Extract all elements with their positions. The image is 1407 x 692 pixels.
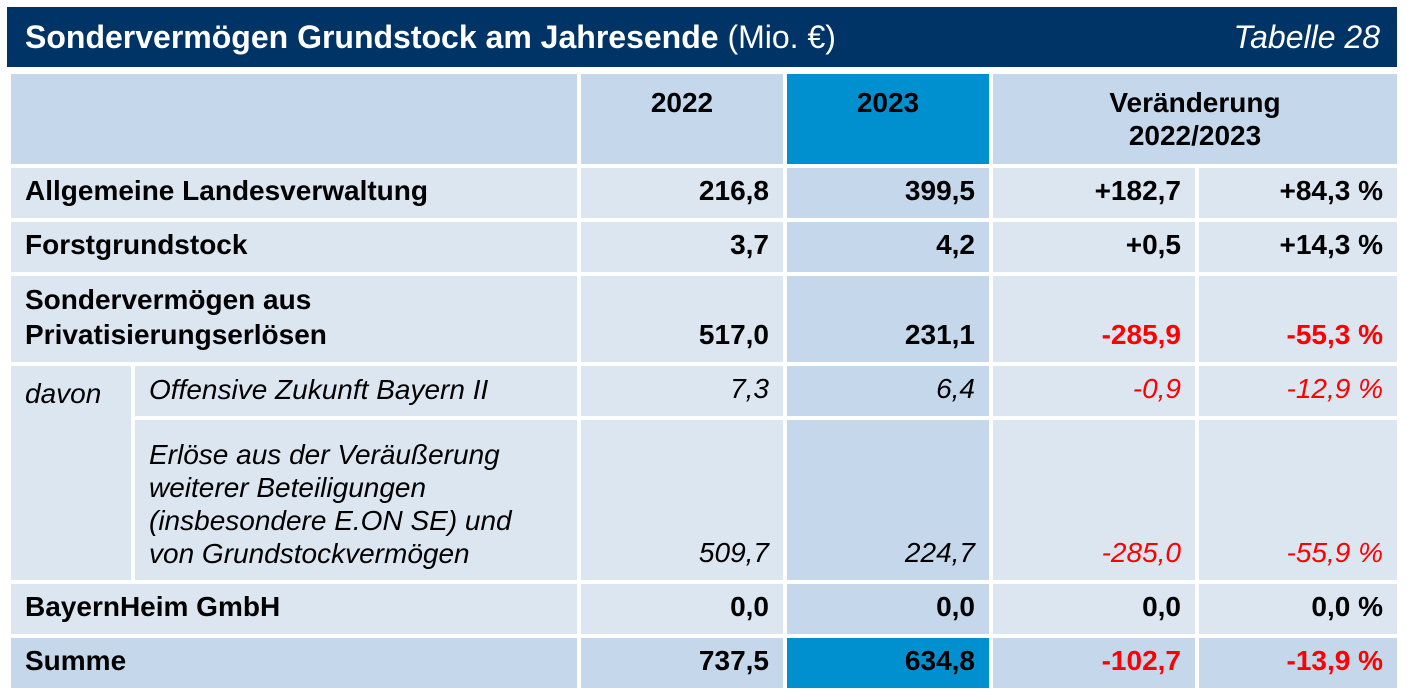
cell-change-abs: +182,7 xyxy=(989,164,1199,222)
header-empty-cell xyxy=(7,70,581,168)
cell-change-abs: +0,5 xyxy=(989,218,1199,276)
row-label: BayernHeim GmbH xyxy=(7,580,581,638)
change-header-line1: Veränderung xyxy=(1109,87,1281,118)
sub-row-label: Erlöse aus der Veräußerung weiterer Betei… xyxy=(131,416,581,584)
title-bar: Sondervermögen Grundstock am Jahresende … xyxy=(7,7,1397,67)
row-label: Allgemeine Landesverwaltung xyxy=(7,164,581,222)
cell-change-pct: -12,9 % xyxy=(1194,362,1402,420)
davon-label: davon xyxy=(7,362,135,584)
row-label: Sondervermögen aus Privatisierungserlösen xyxy=(7,272,581,366)
table-row: BayernHeim GmbH 0,0 0,0 0,0 0,0 % xyxy=(7,580,1402,638)
table-title: Sondervermögen Grundstock am Jahresende … xyxy=(25,19,836,56)
col-header-change: Veränderung 2022/2023 xyxy=(988,70,1402,168)
header-row: 2022 2023 Veränderung 2022/2023 xyxy=(7,70,1402,168)
cell-change-pct: 0,0 % xyxy=(1194,580,1402,638)
row-label-line: Privatisierungserlösen xyxy=(25,319,327,350)
title-text: Sondervermögen Grundstock am Jahresende xyxy=(25,18,719,55)
cell-change-abs: -285,0 xyxy=(989,416,1199,584)
row-label: Forstgrundstock xyxy=(7,218,581,276)
cell-2022: 216,8 xyxy=(577,164,787,222)
sum-label: Summe xyxy=(7,634,581,692)
sum-2022: 737,5 xyxy=(577,634,787,692)
sum-row: Summe 737,5 634,8 -102,7 -13,9 % xyxy=(7,634,1402,692)
col-header-2022: 2022 xyxy=(577,70,787,168)
cell-2022: 517,0 xyxy=(577,272,787,366)
table-row: Sondervermögen aus Privatisierungserlösen… xyxy=(7,272,1402,366)
sum-change-pct: -13,9 % xyxy=(1194,634,1402,692)
row-label-line: Sondervermögen aus xyxy=(25,284,312,315)
data-table: 2022 2023 Veränderung 2022/2023 Allgemein… xyxy=(7,70,1402,692)
table-row: davon Offensive Zukunft Bayern II 7,3 6,… xyxy=(7,362,1402,584)
cell-2023: 0,0 xyxy=(783,580,993,638)
cell-change-pct: +84,3 % xyxy=(1194,164,1402,222)
cell-change-abs: 0,0 xyxy=(989,580,1199,638)
sum-change-abs: -102,7 xyxy=(989,634,1199,692)
change-header-line2: 2022/2023 xyxy=(1128,120,1262,151)
table-row: Allgemeine Landesverwaltung 216,8 399,5 … xyxy=(7,164,1402,222)
cell-2023: 231,1 xyxy=(783,272,993,366)
table-row: Forstgrundstock 3,7 4,2 +0,5 +14,3 % xyxy=(7,218,1402,276)
sub-label-line: von Grundstockvermögen xyxy=(149,538,470,569)
cell-2023: 6,4 xyxy=(783,362,993,420)
sub-label-line: Erlöse aus der Veräußerung xyxy=(149,439,500,470)
cell-2022: 0,0 xyxy=(577,580,787,638)
sub-row-label: Offensive Zukunft Bayern II xyxy=(131,362,581,420)
cell-change-pct: -55,3 % xyxy=(1194,272,1402,366)
table-row: Erlöse aus der Veräußerung weiterer Betei… xyxy=(9,416,1402,584)
cell-change-abs: -0,9 xyxy=(989,362,1199,420)
cell-change-pct: -55,9 % xyxy=(1194,416,1402,584)
sub-label-line: weiterer Beteiligungen xyxy=(149,472,427,503)
cell-2022: 509,7 xyxy=(577,416,787,584)
table-number: Tabelle 28 xyxy=(1233,18,1381,55)
cell-2023: 399,5 xyxy=(783,164,993,222)
sum-2023: 634,8 xyxy=(783,634,993,692)
cell-2022: 3,7 xyxy=(577,218,787,276)
sub-label-line: (insbesondere E.ON SE) und xyxy=(149,505,512,536)
cell-2023: 224,7 xyxy=(783,416,993,584)
cell-2022: 7,3 xyxy=(577,362,787,420)
title-unit: (Mio. €) xyxy=(727,18,836,55)
cell-2023: 4,2 xyxy=(783,218,993,276)
cell-change-abs: -285,9 xyxy=(989,272,1199,366)
col-header-2023: 2023 xyxy=(783,70,993,168)
cell-change-pct: +14,3 % xyxy=(1194,218,1402,276)
